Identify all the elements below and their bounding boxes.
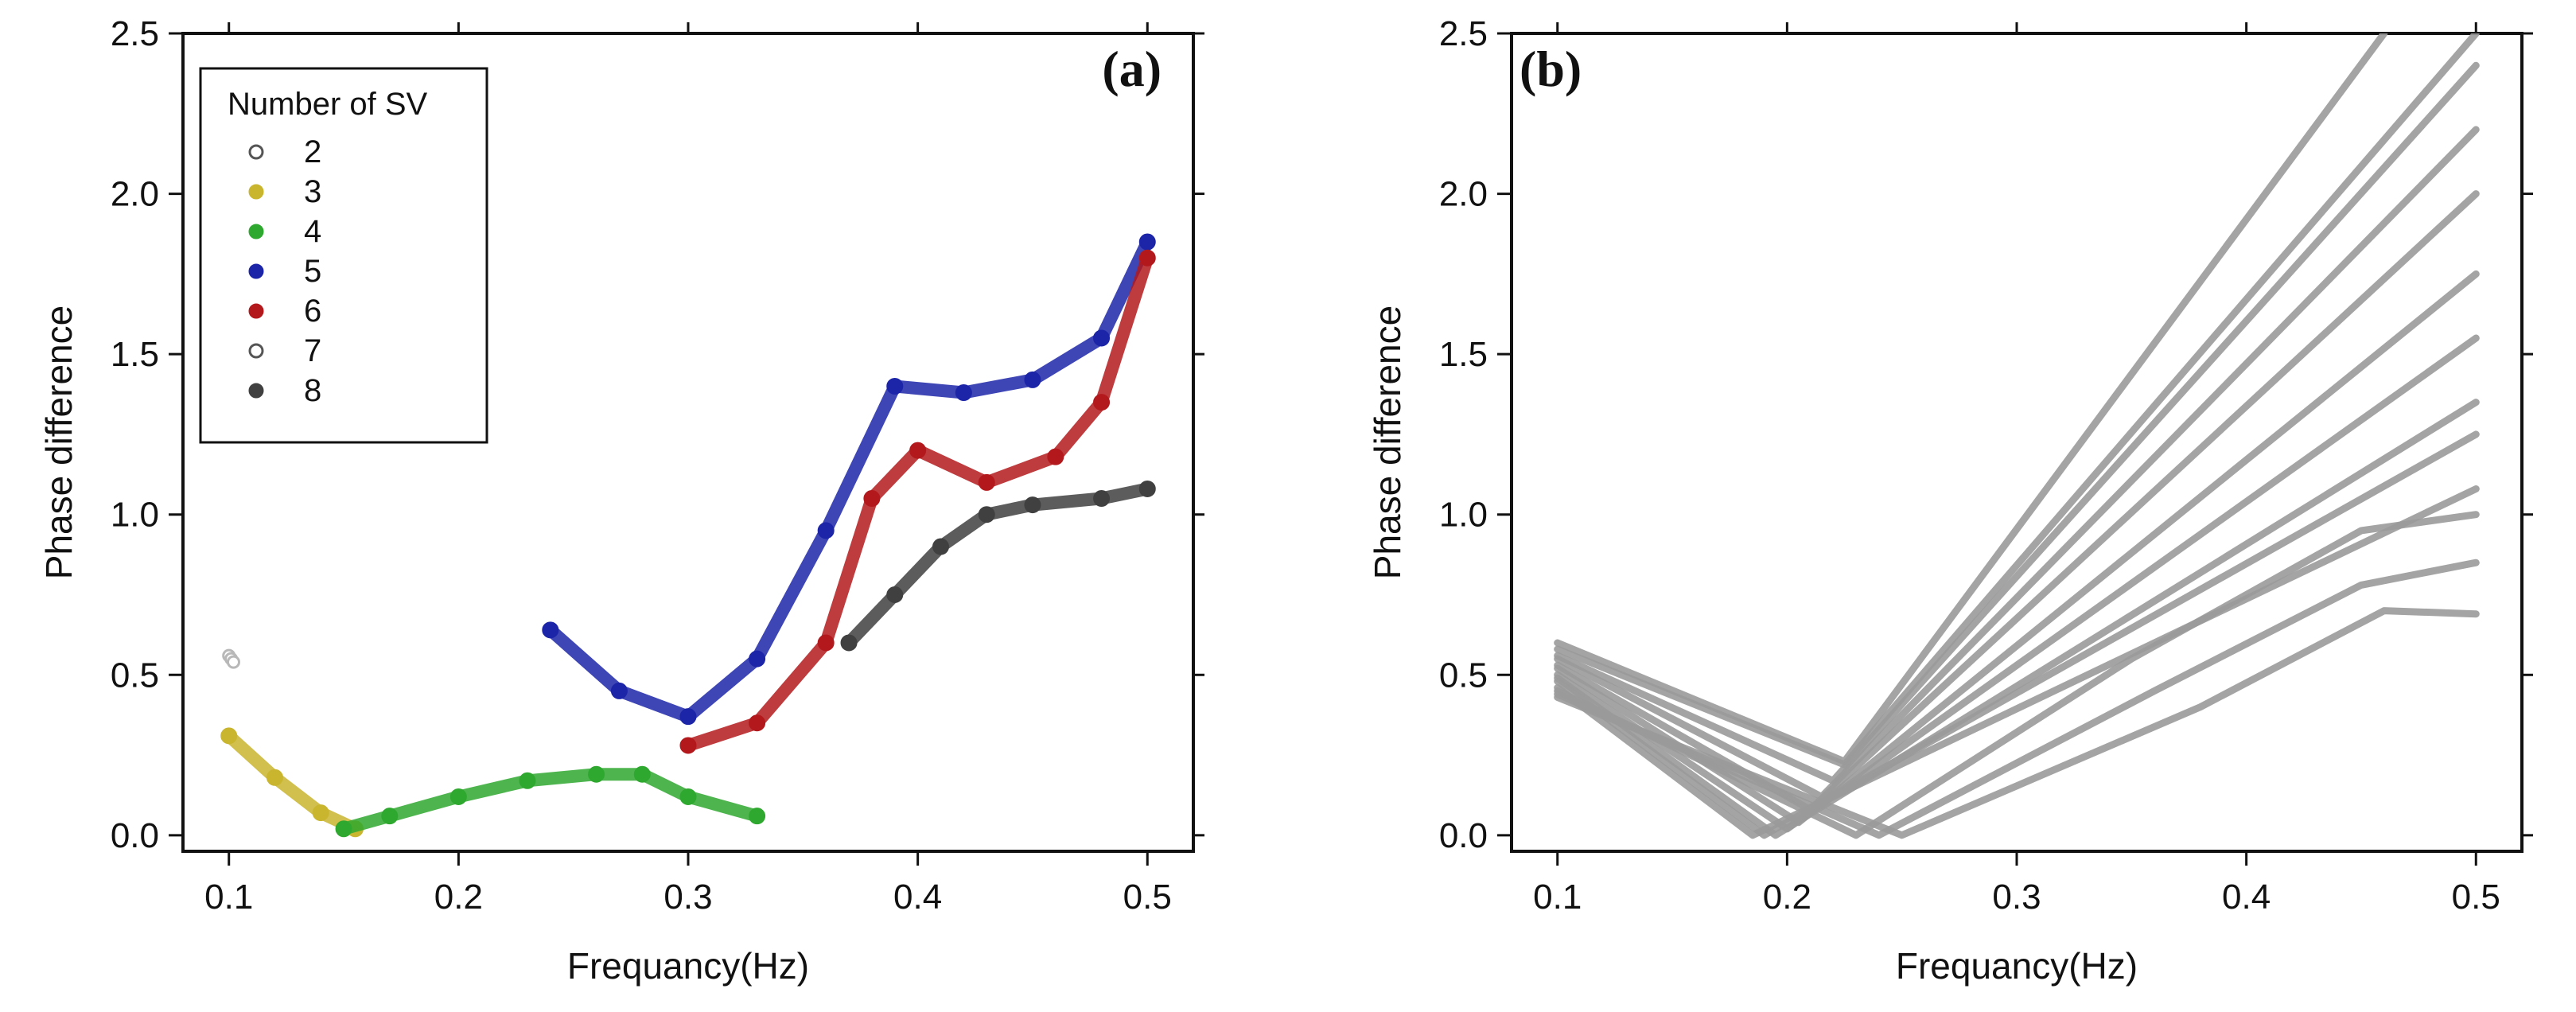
data-point-sv8	[840, 634, 858, 652]
series-line-sv8	[842, 482, 1154, 649]
series-line-sv3	[222, 729, 362, 835]
data-point-sv3	[220, 727, 238, 745]
legend-label-4: 4	[304, 214, 321, 249]
legend-label-7: 7	[304, 333, 321, 368]
data-point-sv5	[886, 377, 904, 395]
data-point-sv4	[381, 808, 399, 825]
x-tick-label: 0.3	[663, 878, 712, 917]
data-point-sv6	[679, 737, 697, 754]
data-point-sv6	[817, 634, 835, 652]
data-point-sv5	[610, 682, 628, 699]
series-line-flatter-2	[1554, 559, 2480, 839]
data-point-sv5	[1138, 233, 1156, 251]
x-axis-title: Frequancy(Hz)	[567, 945, 809, 987]
data-point-sv6	[863, 490, 881, 508]
data-point-sv8	[1093, 490, 1111, 508]
data-point-sv4	[449, 788, 467, 805]
data-point-sv4	[679, 788, 697, 805]
panel-tag: (a)	[1102, 41, 1162, 97]
legend-marker-5	[248, 263, 264, 279]
data-point-sv5	[817, 522, 835, 539]
panel-b: 0.1 0.2 0.3 0.4 0.5 0.0 0.5 1.0 1.5 2.0 2.5 Frequan…	[1367, 14, 2533, 987]
data-point-sv5	[749, 650, 766, 668]
data-point-sv4	[749, 808, 766, 825]
data-point-sv5	[1093, 329, 1111, 347]
x-tick-label: 0.5	[1123, 878, 1172, 917]
y-tick-label: 1.5	[111, 335, 159, 374]
y-axis-title: Phase difference	[1367, 306, 1408, 579]
data-point-sv3	[266, 769, 283, 786]
legend-box	[199, 67, 488, 444]
data-point-sv4	[633, 765, 651, 783]
series-line-lower-mid	[1554, 399, 2480, 839]
y-tick-label: 2.0	[111, 175, 159, 214]
panel-tag: (b)	[1520, 41, 1582, 97]
data-point-sv8	[932, 538, 949, 555]
y-tick-label: 1.0	[1439, 496, 1488, 535]
legend-label-5: 5	[304, 254, 321, 289]
data-point-sv4	[588, 765, 605, 783]
x-tick-label: 0.4	[2222, 878, 2271, 917]
data-point-sv5	[679, 708, 697, 726]
legend-label-3: 3	[304, 174, 321, 209]
y-tick-label: 2.5	[111, 14, 159, 53]
plot-area	[1554, 33, 2480, 839]
legend-label-2: 2	[304, 134, 321, 169]
data-point-sv6	[1047, 448, 1064, 465]
y-tick-label: 2.5	[1439, 14, 1488, 53]
data-point-sv4	[519, 772, 536, 789]
series-line-lower	[1554, 430, 2480, 839]
y-tick-label: 0.5	[111, 656, 159, 695]
data-point-sv5	[542, 621, 559, 639]
y-tick-label: 0.0	[111, 816, 159, 855]
series-line-flatter-1	[1554, 511, 2480, 839]
legend-marker-7	[248, 343, 264, 359]
x-tick-label: 0.4	[893, 878, 942, 917]
data-point-sv5	[1024, 371, 1041, 388]
x-tick-label: 0.2	[434, 878, 483, 917]
data-point-sv8	[1024, 496, 1041, 514]
y-tick-label: 0.0	[1439, 816, 1488, 855]
data-point-sv8	[886, 586, 904, 603]
y-tick-label: 2.0	[1439, 175, 1488, 214]
x-tick-label: 0.1	[204, 878, 253, 917]
data-point-sv8	[1138, 480, 1156, 497]
data-point-sv6	[978, 473, 995, 491]
data-point-sv6	[909, 442, 927, 459]
data-point-sv8	[978, 506, 995, 524]
data-point-sv2	[227, 655, 240, 669]
series-line-upper	[1554, 61, 2480, 784]
legend-label-6: 6	[304, 294, 321, 329]
series-line-flattest	[1554, 607, 2480, 839]
series-line-sv5	[543, 235, 1154, 723]
series-line-steep	[1554, 33, 2480, 769]
series-line-sv4	[337, 768, 764, 835]
plot-area	[220, 233, 1156, 838]
data-point-sv5	[955, 384, 972, 402]
y-tick-label: 1.5	[1439, 335, 1488, 374]
legend-label-8: 8	[304, 373, 321, 408]
y-tick-label: 0.5	[1439, 656, 1488, 695]
x-axis-title: Frequancy(Hz)	[1896, 945, 2138, 987]
x-tick-label: 0.2	[1763, 878, 1811, 917]
data-point-sv4	[335, 820, 352, 838]
legend-marker-4	[248, 224, 264, 239]
legend-marker-2	[248, 144, 264, 160]
x-tick-label: 0.1	[1533, 878, 1582, 917]
legend-marker-3	[248, 184, 264, 200]
data-point-sv6	[749, 714, 766, 732]
data-point-sv6	[1093, 394, 1111, 411]
data-point-sv6	[1138, 249, 1156, 267]
legend-marker-6	[248, 303, 264, 319]
x-tick-label: 0.3	[1992, 878, 2041, 917]
x-tick-label: 0.5	[2452, 878, 2500, 917]
panel-a: 0.1 0.2 0.3 0.4 0.5 0.0 0.5 1.0 1.5 2.0 2.5 Frequan…	[38, 14, 1204, 987]
y-tick-label: 1.0	[111, 496, 159, 535]
data-point-sv3	[312, 804, 329, 822]
legend-marker-8	[248, 383, 264, 399]
y-axis-title: Phase difference	[38, 306, 80, 579]
legend-title: Number of SV	[228, 87, 428, 122]
